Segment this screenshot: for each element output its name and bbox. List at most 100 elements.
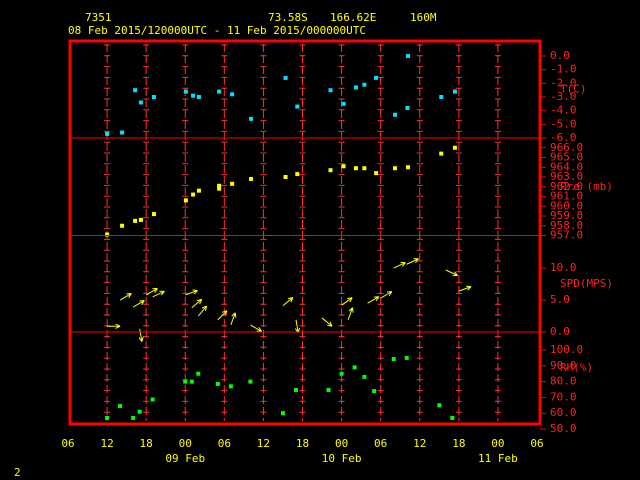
wind-arrow bbox=[119, 293, 132, 301]
point bbox=[452, 145, 457, 150]
station-id: 7351 bbox=[85, 11, 112, 24]
grid-crosses bbox=[416, 44, 423, 421]
wind-arrow bbox=[197, 305, 208, 317]
point bbox=[362, 374, 367, 379]
point bbox=[133, 88, 138, 93]
x-tick-label: 18 bbox=[452, 437, 465, 450]
y-tick-label: 70.0 bbox=[550, 390, 577, 403]
y-tick-label: 5.0 bbox=[550, 293, 570, 306]
point bbox=[105, 232, 110, 237]
x-tick-label: 00 bbox=[179, 437, 192, 450]
point bbox=[341, 164, 346, 169]
elevation: 160M bbox=[410, 11, 437, 24]
point bbox=[217, 183, 222, 188]
y-tick-label: 957.0 bbox=[550, 229, 583, 242]
point bbox=[391, 357, 396, 362]
wind-arrow bbox=[282, 296, 294, 307]
wind-arrow bbox=[230, 312, 237, 326]
x-tick-label: 18 bbox=[296, 437, 309, 450]
point bbox=[353, 85, 358, 90]
grid-ticks bbox=[416, 44, 423, 413]
wind-arrow bbox=[341, 297, 353, 306]
grid-crosses bbox=[104, 44, 111, 421]
date-label: 10 Feb bbox=[322, 452, 362, 465]
y-tick-label: -5.0 bbox=[550, 117, 577, 130]
point bbox=[228, 384, 233, 389]
wind-arrow bbox=[347, 307, 354, 321]
point bbox=[405, 105, 410, 110]
point bbox=[362, 166, 367, 171]
x-tick-label: 12 bbox=[257, 437, 270, 450]
y-tick-label: -3.0 bbox=[550, 90, 577, 103]
grid-crosses bbox=[143, 44, 150, 421]
wind-arrow bbox=[321, 317, 333, 327]
x-tick-label: 00 bbox=[335, 437, 348, 450]
point bbox=[392, 166, 397, 171]
y-tick-label: 961.0 bbox=[550, 190, 583, 203]
x-tick-label: 12 bbox=[413, 437, 426, 450]
y-tick-label: -6.0 bbox=[550, 131, 577, 144]
point bbox=[353, 166, 358, 171]
point bbox=[362, 82, 367, 87]
y-tick-label: 958.0 bbox=[550, 219, 583, 232]
wind-arrow bbox=[107, 323, 121, 329]
wind-arrow bbox=[250, 324, 263, 332]
point bbox=[215, 381, 220, 386]
point bbox=[230, 92, 235, 97]
wind-arrow bbox=[185, 289, 198, 296]
point bbox=[138, 217, 143, 222]
point bbox=[280, 411, 285, 416]
point bbox=[151, 95, 156, 100]
point bbox=[406, 165, 411, 170]
wind-arrow bbox=[191, 298, 203, 309]
point bbox=[295, 172, 300, 177]
y-tick-label: 965.0 bbox=[550, 151, 583, 164]
y-tick-label: 964.0 bbox=[550, 160, 583, 173]
wind-arrow bbox=[152, 290, 165, 298]
wind-arrow bbox=[445, 269, 458, 277]
point bbox=[120, 130, 125, 135]
x-tick-label: 00 bbox=[491, 437, 504, 450]
grid-crosses bbox=[377, 44, 384, 421]
point bbox=[295, 104, 300, 109]
y-tick-label: 0.0 bbox=[550, 49, 570, 62]
y-tick-label: 50.0 bbox=[550, 422, 577, 435]
point bbox=[249, 176, 254, 181]
point bbox=[138, 100, 143, 105]
date-label: 09 Feb bbox=[165, 452, 205, 465]
y-tick-label: 10.0 bbox=[550, 261, 577, 274]
period: 08 Feb 2015/120000UTC - 11 Feb 2015/0000… bbox=[68, 24, 366, 37]
grid-crosses bbox=[299, 44, 306, 421]
point bbox=[191, 93, 196, 98]
latitude: 73.58S bbox=[268, 11, 308, 24]
y-tick-label: 960.0 bbox=[550, 199, 583, 212]
panel-label: RH(%) bbox=[560, 361, 593, 374]
point bbox=[137, 409, 142, 414]
point bbox=[183, 379, 188, 384]
page-number: 2 bbox=[14, 466, 21, 479]
point bbox=[189, 379, 194, 384]
wind-arrow bbox=[367, 296, 380, 304]
longitude: 166.62E bbox=[330, 11, 376, 24]
point bbox=[406, 54, 411, 59]
y-tick-label: 0.0 bbox=[550, 325, 570, 338]
grid-ticks bbox=[221, 44, 228, 413]
x-tick-label: 06 bbox=[61, 437, 74, 450]
x-tick-label: 06 bbox=[530, 437, 543, 450]
point bbox=[105, 415, 110, 420]
wind-arrow bbox=[132, 300, 145, 308]
date-label: 11 Feb bbox=[478, 452, 518, 465]
grid-crosses bbox=[338, 44, 345, 421]
y-tick-label: 962.0 bbox=[550, 180, 583, 193]
point bbox=[439, 95, 444, 100]
grid-crosses bbox=[221, 44, 228, 421]
y-tick-label: 966.0 bbox=[550, 141, 583, 154]
point bbox=[150, 397, 155, 402]
grid-ticks bbox=[143, 44, 150, 413]
x-tick-label: 12 bbox=[100, 437, 113, 450]
x-tick-label: 06 bbox=[374, 437, 387, 450]
y-tick-label: -1.0 bbox=[550, 63, 577, 76]
point bbox=[217, 89, 222, 94]
